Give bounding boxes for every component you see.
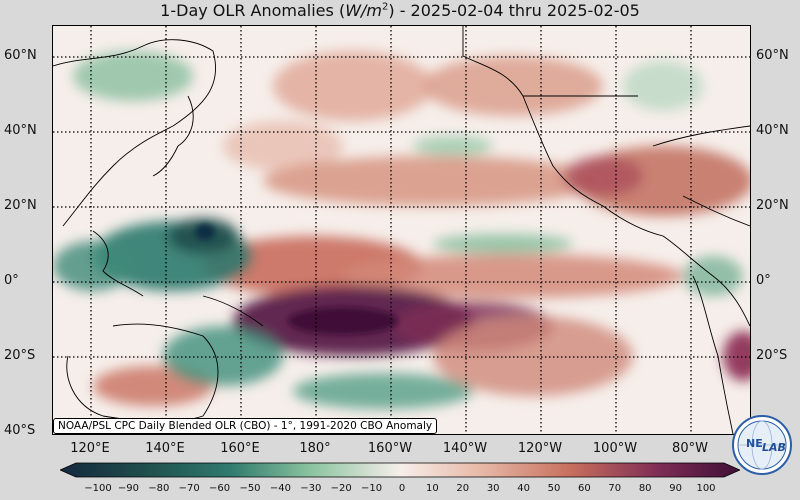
anomaly-patch [433,234,573,254]
anomaly-patch [263,156,603,206]
anomaly-patch [563,156,643,196]
southeast-asia-coastline [92,230,144,297]
colorbar-tick-label: 40 [517,483,530,494]
map-title: 1-Day OLR Anomalies (W/m2) - 2025-02-04 … [0,1,800,20]
lon-label: 80°W [672,441,708,456]
lat-label-left: 20°S [4,348,36,363]
title-prefix: 1-Day OLR Anomalies ( [160,1,346,20]
anomaly-patch [423,56,603,116]
colorbar-tick-label: −30 [300,483,322,494]
colorbar-bar [60,462,740,478]
map-canvas [53,26,750,434]
anomaly-patch [163,326,283,386]
colorbar-tick-label: 80 [638,483,652,494]
anomaly-core-patch [195,224,215,240]
colorbar-tick-label: −40 [269,483,291,494]
lat-label-right: 20°N [756,198,789,213]
south-america-coastline [692,275,734,434]
lon-label: 140°E [145,441,185,456]
title-exponent: 2 [381,1,389,13]
colorbar-tick-label: −60 [209,483,231,494]
colorbar-tick-label: 60 [578,483,591,494]
americas-west-coastline [522,95,750,327]
colorbar-tick-label: 70 [608,483,622,494]
title-units: W/m [345,1,382,20]
alaska-coastline [462,26,638,97]
lon-label: 160°E [220,441,260,456]
anomaly-field [53,51,750,409]
lon-label: 140°W [442,441,488,456]
colorbar-tick-label: 10 [426,483,439,494]
lon-label: 160°W [367,441,413,456]
lon-label: 100°W [592,441,638,456]
logo-text-lab: LAB [762,441,786,454]
anomaly-patch [433,316,633,396]
lat-label-left: 40°N [4,123,37,138]
lat-label-left: 40°S [4,423,36,438]
colorbar-tick-label: −80 [148,483,170,494]
colorbar-tick-label: −50 [239,483,261,494]
japan-coastline [152,95,194,177]
nelab-globe-icon: NE LAB [732,415,792,475]
anomaly-patch [273,51,433,121]
lat-label-left: 60°N [4,48,37,63]
colorbar-tick-label: −100 [84,483,112,494]
anomaly-patch [723,331,750,381]
colorbar [60,462,740,478]
logo-text-ne: NE [746,437,763,450]
graticule [53,26,750,434]
olr-anomaly-map [52,25,751,435]
colorbar-tick-label: −90 [117,483,139,494]
gulf-coastline [682,195,750,227]
lat-label-right: 40°N [756,123,789,138]
anomaly-patch [73,51,193,101]
colorbar-tick-label: 30 [486,483,500,494]
lat-label-right: 60°N [756,48,789,63]
lon-label: 120°W [517,441,563,456]
lat-label-right: 20°S [756,348,788,363]
asia-coastline [53,39,217,227]
australia-coastline [66,323,219,423]
colorbar-tick-label: 50 [547,483,561,494]
colorbar-tick-label: 20 [456,483,470,494]
anomaly-patch [623,61,703,111]
lat-label-left: 0° [4,273,19,288]
anomaly-patch [223,121,343,171]
coastlines [53,26,750,434]
anomaly-patch [413,136,493,156]
new-guinea-coastline [202,295,264,327]
north-america-coastline [652,125,750,147]
colorbar-tick-label: 100 [696,483,716,494]
colorbar-tick-label: 90 [669,483,682,494]
colorbar-tick-label: −10 [361,483,383,494]
lat-label-right: 0° [756,273,771,288]
colorbar-tick-label: −20 [330,483,352,494]
lon-label: 180° [299,441,331,456]
lon-label: 120°E [70,441,110,456]
colorbar-tick-label: 0 [398,483,406,494]
lat-label-left: 20°N [4,198,37,213]
title-suffix: ) - 2025-02-04 thru 2025-02-05 [388,1,640,20]
data-credit: NOAA/PSL CPC Daily Blended OLR (CBO) - 1… [53,418,438,434]
nelab-logo: NE LAB [731,414,793,476]
anomaly-patch [293,373,473,409]
colorbar-tick-label: −70 [178,483,200,494]
anomaly-patch [343,254,683,298]
anomaly-core-patch [288,307,398,335]
